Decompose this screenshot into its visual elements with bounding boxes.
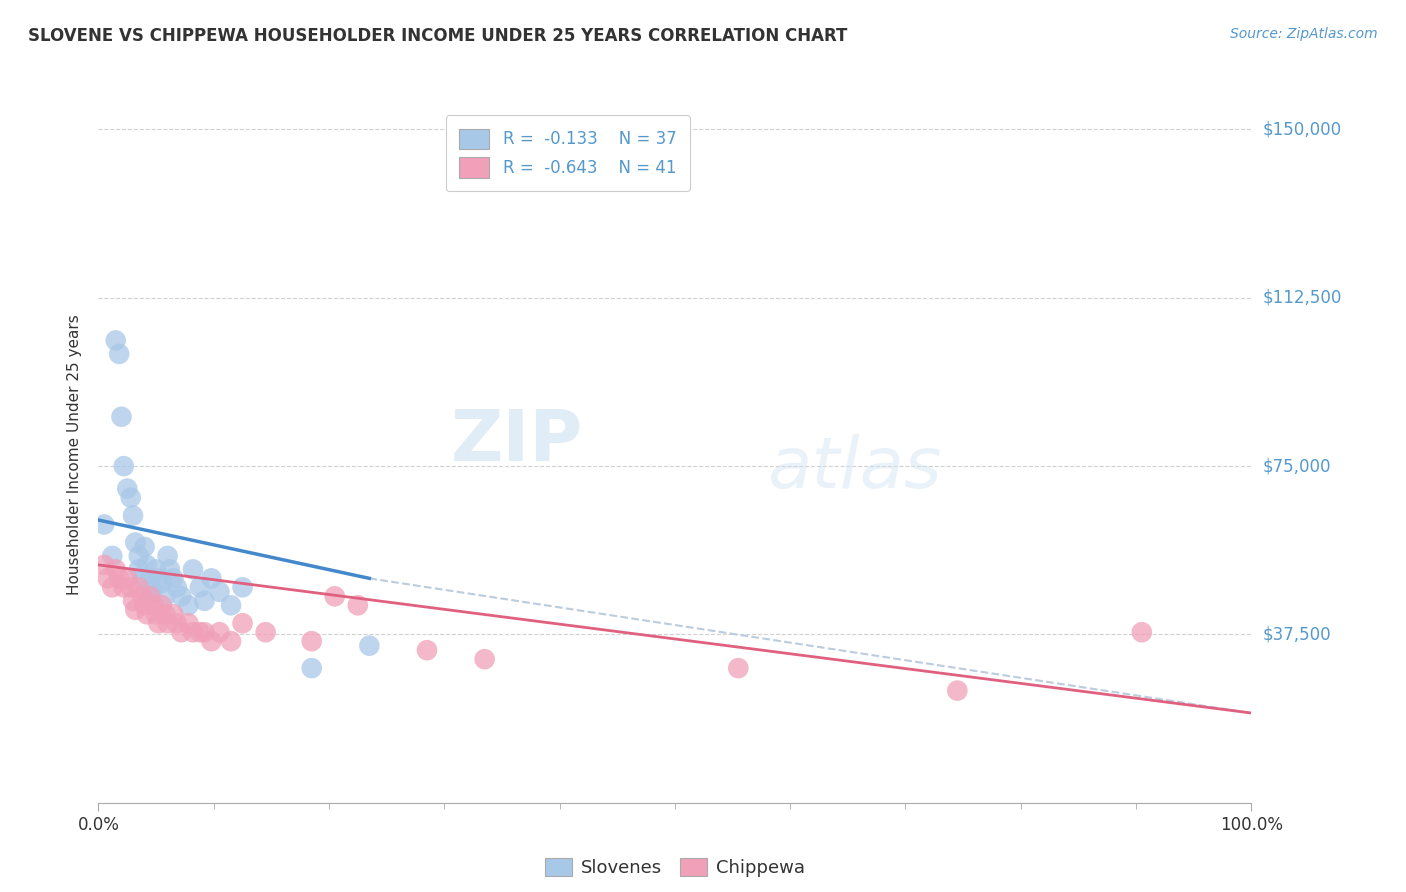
Point bbox=[139, 590, 162, 604]
Point bbox=[346, 599, 368, 613]
Point bbox=[150, 575, 173, 590]
Point bbox=[120, 580, 142, 594]
Point bbox=[124, 603, 146, 617]
Point bbox=[117, 571, 138, 585]
Point bbox=[162, 607, 184, 622]
Point bbox=[134, 540, 156, 554]
Point bbox=[135, 607, 157, 622]
Point bbox=[254, 625, 277, 640]
Point bbox=[110, 409, 132, 424]
Point bbox=[142, 599, 165, 613]
Point bbox=[101, 580, 124, 594]
Point bbox=[170, 625, 193, 640]
Point bbox=[104, 562, 127, 576]
Point bbox=[177, 616, 200, 631]
Point bbox=[188, 580, 211, 594]
Text: Source: ZipAtlas.com: Source: ZipAtlas.com bbox=[1230, 27, 1378, 41]
Text: $37,500: $37,500 bbox=[1263, 625, 1331, 643]
Point bbox=[181, 625, 204, 640]
Point bbox=[219, 634, 242, 648]
Point bbox=[148, 616, 170, 631]
Point bbox=[128, 549, 150, 563]
Point bbox=[131, 590, 153, 604]
Point bbox=[193, 625, 215, 640]
Point bbox=[301, 661, 323, 675]
Point bbox=[727, 661, 749, 675]
Text: SLOVENE VS CHIPPEWA HOUSEHOLDER INCOME UNDER 25 YEARS CORRELATION CHART: SLOVENE VS CHIPPEWA HOUSEHOLDER INCOME U… bbox=[28, 27, 848, 45]
Point bbox=[139, 571, 162, 585]
Y-axis label: Householder Income Under 25 years: Householder Income Under 25 years bbox=[67, 315, 83, 595]
Point bbox=[148, 571, 170, 585]
Point bbox=[1130, 625, 1153, 640]
Point bbox=[145, 607, 167, 622]
Point bbox=[231, 616, 254, 631]
Point bbox=[162, 571, 184, 585]
Point bbox=[156, 549, 179, 563]
Point bbox=[946, 683, 969, 698]
Text: $75,000: $75,000 bbox=[1263, 457, 1331, 475]
Point bbox=[135, 558, 157, 572]
Point bbox=[200, 634, 222, 648]
Point bbox=[166, 616, 188, 631]
Point bbox=[474, 652, 496, 666]
Point bbox=[177, 599, 200, 613]
Point bbox=[93, 558, 115, 572]
Point bbox=[200, 571, 222, 585]
Point bbox=[155, 590, 177, 604]
Text: $112,500: $112,500 bbox=[1263, 289, 1341, 307]
Point bbox=[193, 594, 215, 608]
Point bbox=[150, 599, 173, 613]
Point bbox=[131, 571, 153, 585]
Point bbox=[155, 607, 177, 622]
Point bbox=[134, 599, 156, 613]
Point bbox=[219, 599, 242, 613]
Text: $150,000: $150,000 bbox=[1263, 120, 1341, 138]
Point bbox=[156, 616, 179, 631]
Point bbox=[97, 571, 120, 585]
Point bbox=[124, 535, 146, 549]
Point bbox=[139, 580, 162, 594]
Point bbox=[112, 459, 135, 474]
Point bbox=[359, 639, 381, 653]
Point bbox=[108, 347, 131, 361]
Point bbox=[93, 517, 115, 532]
Point bbox=[166, 580, 188, 594]
Legend: Slovenes, Chippewa: Slovenes, Chippewa bbox=[537, 850, 813, 884]
Point bbox=[323, 590, 346, 604]
Text: atlas: atlas bbox=[768, 434, 942, 503]
Point bbox=[231, 580, 254, 594]
Point bbox=[101, 549, 124, 563]
Point bbox=[159, 562, 181, 576]
Point bbox=[142, 584, 165, 599]
Point bbox=[145, 562, 167, 576]
Point bbox=[122, 508, 145, 523]
Point bbox=[208, 625, 231, 640]
Point bbox=[122, 594, 145, 608]
Point bbox=[128, 562, 150, 576]
Point bbox=[120, 491, 142, 505]
Point bbox=[301, 634, 323, 648]
Point bbox=[208, 584, 231, 599]
Point bbox=[416, 643, 439, 657]
Point bbox=[170, 590, 193, 604]
Point bbox=[112, 580, 135, 594]
Point bbox=[188, 625, 211, 640]
Point bbox=[108, 571, 131, 585]
Point bbox=[181, 562, 204, 576]
Point bbox=[117, 482, 138, 496]
Point bbox=[128, 580, 150, 594]
Text: ZIP: ZIP bbox=[450, 407, 582, 475]
Point bbox=[104, 334, 127, 348]
